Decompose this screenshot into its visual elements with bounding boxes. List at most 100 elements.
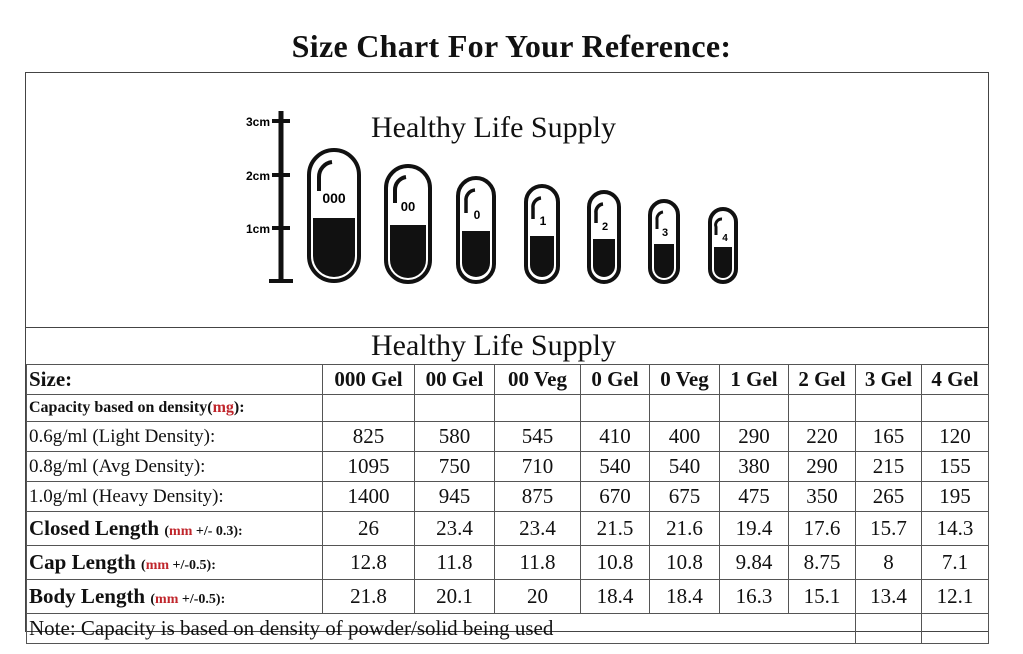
capsule-1: 1 (524, 184, 560, 284)
table-cell: 18.4 (580, 579, 650, 614)
capsule-label-00: 00 (401, 199, 415, 214)
table-cell: 400 (649, 421, 720, 452)
table-cell: 21.8 (322, 579, 415, 614)
table-cell: 8 (855, 545, 922, 580)
table-cell: 23.4 (414, 511, 495, 546)
table-cell: 215 (855, 451, 922, 482)
column-header: 3 Gel (855, 364, 922, 395)
table-header-row: Size: 000 Gel 00 Gel 00 Veg 0 Gel 0 Veg … (26, 364, 989, 395)
note-row: Note: Capacity is based on density of po… (26, 613, 989, 644)
table-cell: 165 (855, 421, 922, 452)
table-cell: Cap Length (mm +/-0.5): (26, 545, 323, 580)
table-cell (921, 394, 989, 422)
scale-label-1cm: 1cm (246, 222, 270, 236)
table-cell: 155 (921, 451, 989, 482)
capsule-label-000: 000 (322, 190, 346, 206)
table-cell: 11.8 (494, 545, 581, 580)
table-cell (855, 613, 922, 644)
table-cell: 15.1 (788, 579, 856, 614)
table-cell (580, 394, 650, 422)
table-cell: 675 (649, 481, 720, 512)
column-header: 00 Gel (414, 364, 495, 395)
table-cell: 18.4 (649, 579, 720, 614)
table-cell: 19.4 (719, 511, 789, 546)
table-cell: 10.8 (649, 545, 720, 580)
table-cell (414, 394, 495, 422)
table-cell: 710 (494, 451, 581, 482)
table-cell: 21.6 (649, 511, 720, 546)
capsule-illustration: 3cm 2cm 1cm 000 00 0 (246, 111, 738, 284)
column-header: 00 Veg (494, 364, 581, 395)
scale-label-2cm: 2cm (246, 169, 270, 183)
capacity-heading-row: Capacity based on density(mg): (26, 394, 989, 422)
column-header: 2 Gel (788, 364, 856, 395)
capsule-00: 00 (384, 164, 432, 284)
table-cell: 11.8 (414, 545, 495, 580)
table-cell (788, 394, 856, 422)
table-cell: 545 (494, 421, 581, 452)
table-row: 0.8g/ml (Avg Density): 1095 750 710 540 540 3… (26, 451, 989, 482)
table-cell (719, 394, 789, 422)
table-cell: 16.3 (719, 579, 789, 614)
table-row: Cap Length (mm +/-0.5): 12.8 11.8 11.8 10.8… (26, 545, 989, 580)
capsule-3: 3 (648, 199, 680, 284)
capsule-label-1: 1 (540, 214, 547, 228)
table-cell: 540 (580, 451, 650, 482)
capsule-0: 0 (456, 176, 496, 284)
capsule-size-diagram: Healthy Life Supply 3cm 2cm 1cm 000 (26, 73, 988, 328)
table-cell: 21.5 (580, 511, 650, 546)
table-cell: Closed Length (mm +/- 0.3): (26, 511, 323, 546)
table-cell: 7.1 (921, 545, 989, 580)
brand-name-table: Healthy Life Supply (371, 329, 616, 362)
table-cell: 670 (580, 481, 650, 512)
table-cell: 220 (788, 421, 856, 452)
capsule-2: 2 (587, 190, 621, 284)
table-cell: Body Length (mm +/-0.5): (26, 579, 323, 614)
capsule-label-0: 0 (474, 208, 481, 222)
column-header: 1 Gel (719, 364, 789, 395)
cm-scale (269, 111, 293, 283)
table-cell: 945 (414, 481, 495, 512)
table-cell: 1.0g/ml (Heavy Density): (26, 481, 323, 512)
table-cell: 23.4 (494, 511, 581, 546)
table-cell: 265 (855, 481, 922, 512)
column-header: 4 Gel (921, 364, 989, 395)
table-cell: 15.7 (855, 511, 922, 546)
table-row: 1.0g/ml (Heavy Density): 1400 945 875 670 67… (26, 481, 989, 512)
table-cell: 20.1 (414, 579, 495, 614)
column-header: 0 Gel (580, 364, 650, 395)
capsule-label-4: 4 (722, 233, 728, 244)
capacity-note: Note: Capacity is based on density of po… (26, 613, 856, 644)
table-cell (649, 394, 720, 422)
table-cell: 410 (580, 421, 650, 452)
table-cell: 1095 (322, 451, 415, 482)
table-cell: 0.6g/ml (Light Density): (26, 421, 323, 452)
table-cell: 580 (414, 421, 495, 452)
table-cell: 875 (494, 481, 581, 512)
table-row: Body Length (mm +/-0.5): 21.8 20.1 20 18.4 1… (26, 579, 989, 614)
table-cell: 8.75 (788, 545, 856, 580)
table-cell (921, 613, 989, 644)
table-cell: 1400 (322, 481, 415, 512)
table-cell (494, 394, 581, 422)
table-cell: 540 (649, 451, 720, 482)
capsule-000: 000 (307, 148, 361, 283)
table-cell: 17.6 (788, 511, 856, 546)
table-cell (322, 394, 415, 422)
column-header: 000 Gel (322, 364, 415, 395)
table-cell: 290 (719, 421, 789, 452)
capsule-label-2: 2 (602, 221, 608, 233)
table-cell: 350 (788, 481, 856, 512)
column-header: 0 Veg (649, 364, 720, 395)
table-cell: 0.8g/ml (Avg Density): (26, 451, 323, 482)
size-header-label: Size: (26, 364, 323, 395)
brand-name-top: Healthy Life Supply (371, 111, 616, 144)
table-cell: 14.3 (921, 511, 989, 546)
page-title: Size Chart For Your Reference: (291, 28, 732, 64)
capacity-heading: Capacity based on density(mg): (26, 394, 323, 422)
table-cell: 290 (788, 451, 856, 482)
capsule-4: 4 (708, 207, 738, 284)
table-cell: 9.84 (719, 545, 789, 580)
size-table: Size: 000 Gel 00 Gel 00 Veg 0 Gel 0 Veg … (26, 364, 989, 644)
scale-label-3cm: 3cm (246, 115, 270, 129)
